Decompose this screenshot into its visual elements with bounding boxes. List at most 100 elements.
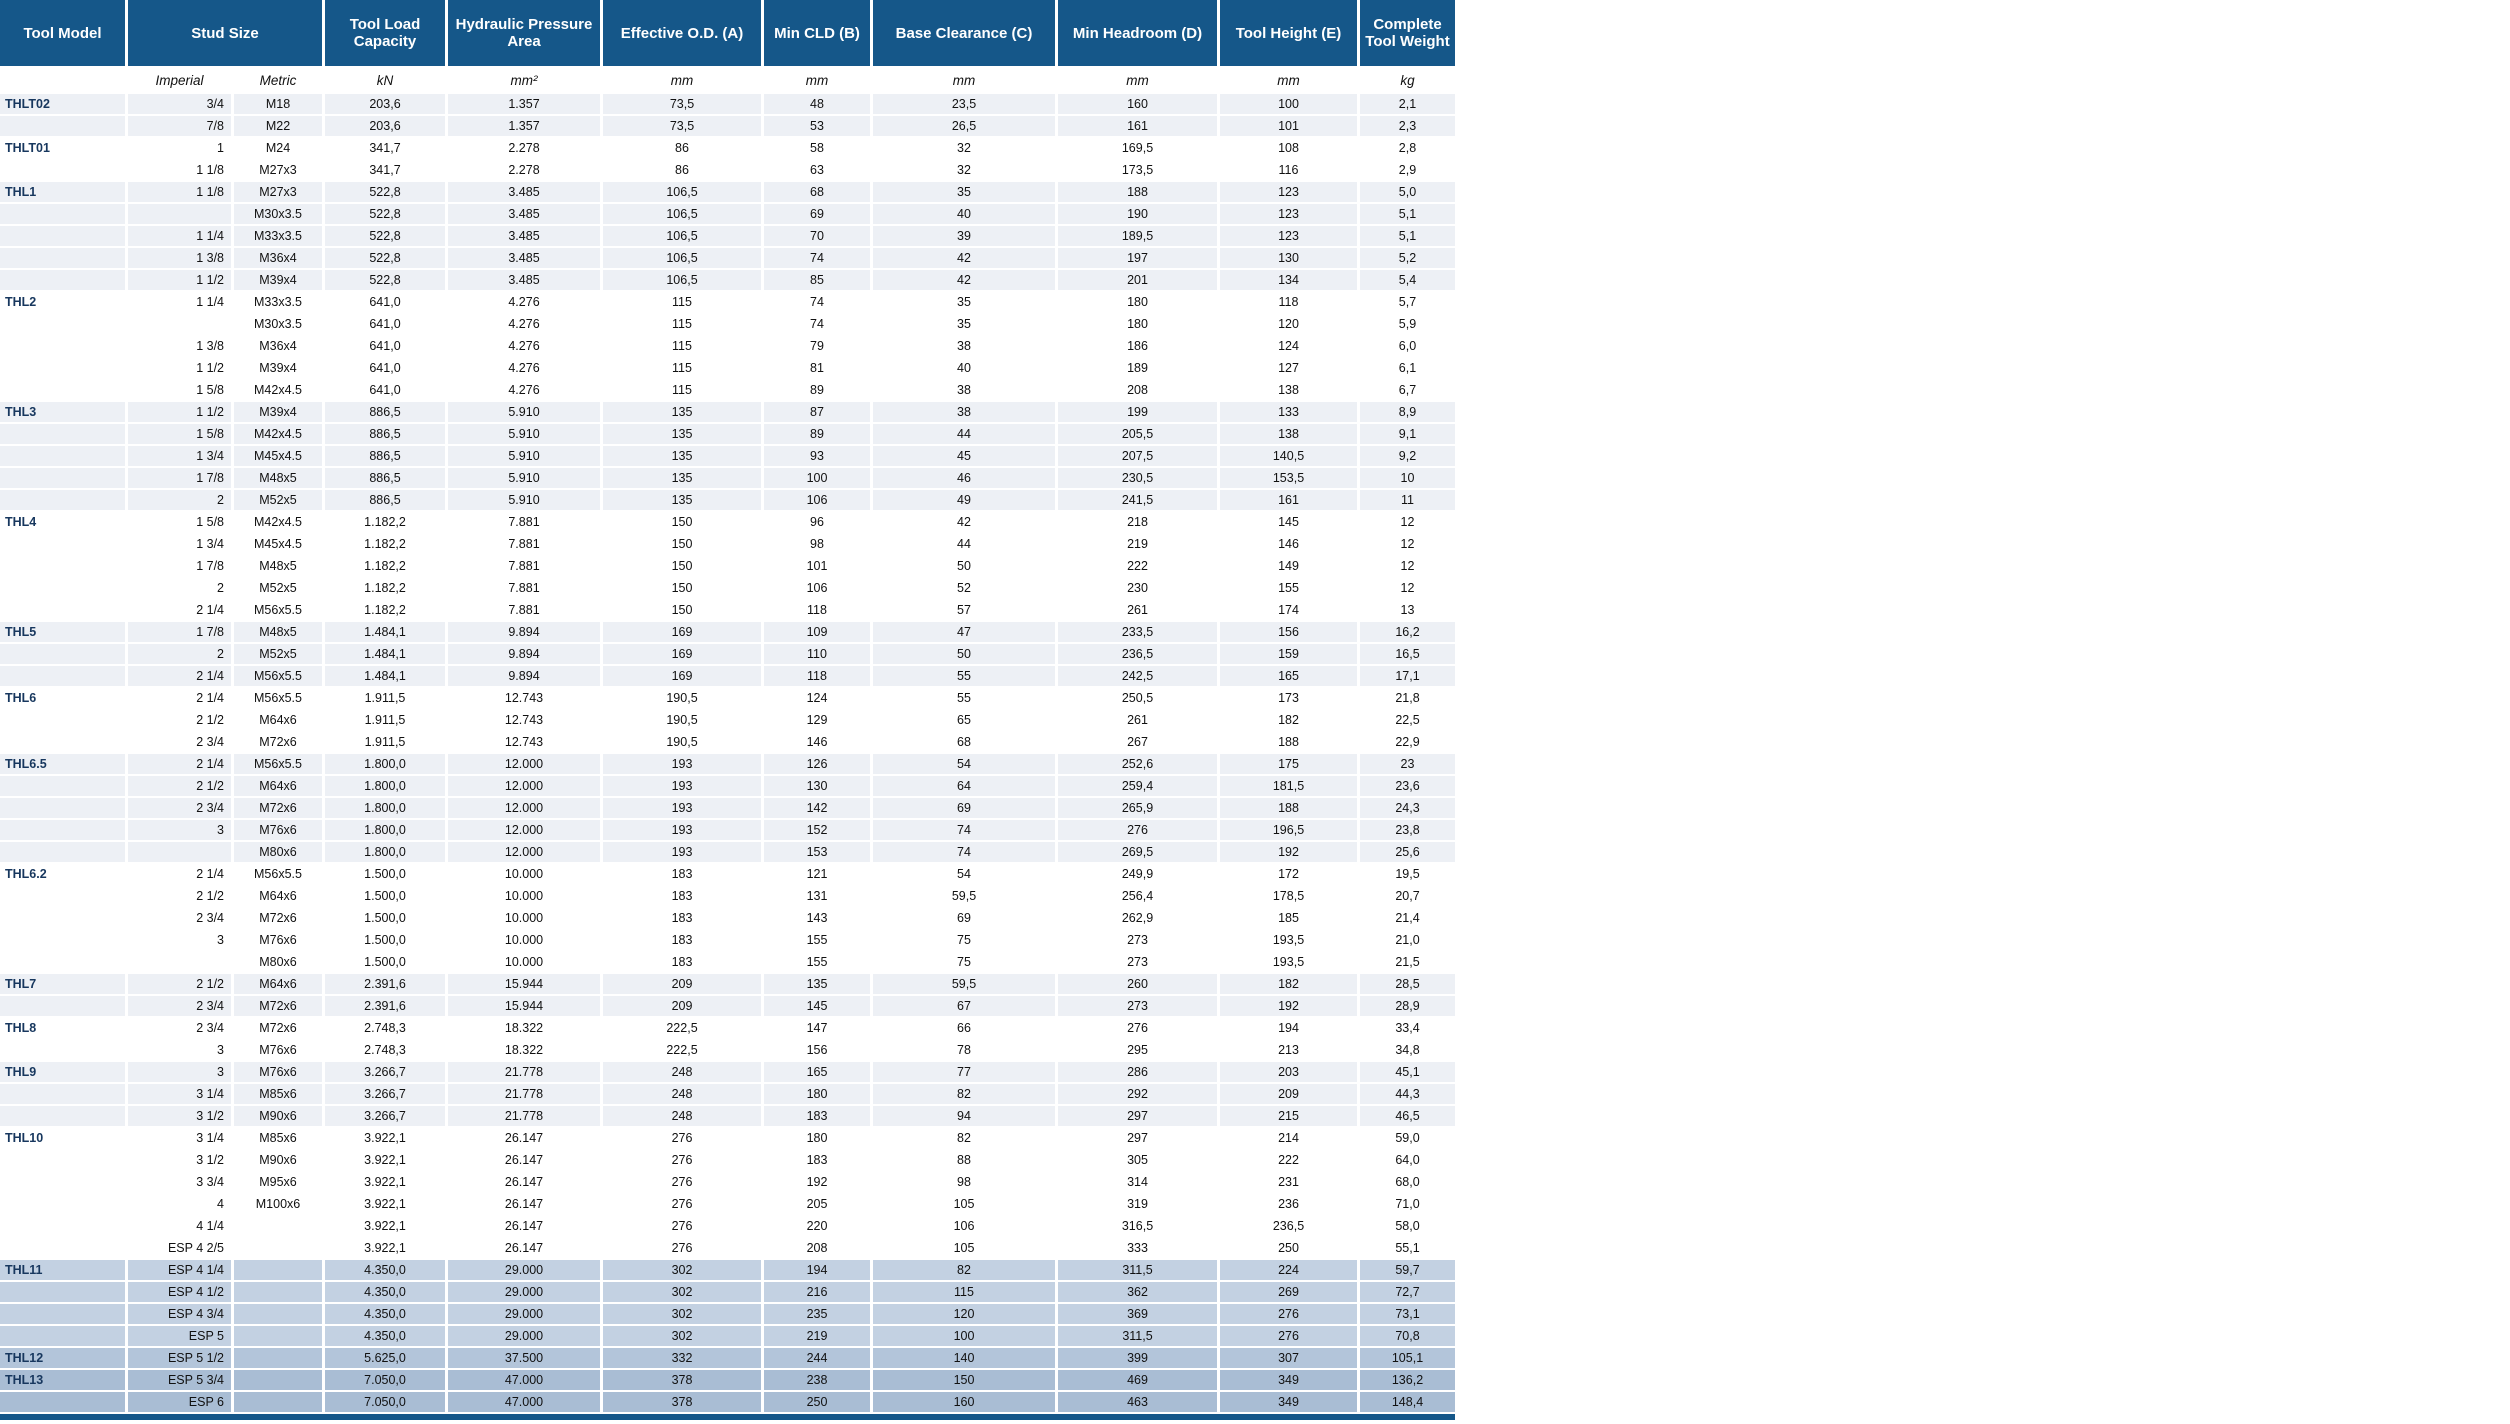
cell-stud-size-metric bbox=[234, 1282, 322, 1302]
cell-tool-model bbox=[0, 952, 125, 972]
cell-tool-load-capacity: 203,6 bbox=[325, 94, 445, 114]
cell-effective-od: 150 bbox=[603, 600, 761, 620]
unit-mm-base: mm bbox=[952, 72, 976, 88]
cell-base-clearance: 35 bbox=[873, 292, 1055, 312]
cell-effective-od: 193 bbox=[603, 798, 761, 818]
cell-min-cld: 219 bbox=[764, 1326, 870, 1346]
cell-stud-size-metric: M95x6 bbox=[234, 1172, 322, 1192]
cell-min-cld: 63 bbox=[764, 160, 870, 180]
cell-stud-size-imperial bbox=[128, 842, 231, 862]
table-row: 3 M76x6 1.500,0 10.000 183 155 75 273 19… bbox=[0, 930, 1455, 950]
cell-tool-load-capacity: 341,7 bbox=[325, 138, 445, 158]
cell-min-headroom: 297 bbox=[1058, 1106, 1217, 1126]
cell-tool-height: 159 bbox=[1220, 644, 1357, 664]
cell-stud-size-imperial: 1 1/2 bbox=[128, 402, 231, 422]
table-row: THLT01 1 M24 341,7 2.278 86 58 32 169,5 … bbox=[0, 138, 1455, 158]
cell-stud-size-metric: M80x6 bbox=[234, 842, 322, 862]
cell-stud-size-metric: M100x6 bbox=[234, 1194, 322, 1214]
header-complete-tool-weight: Complete Tool Weight bbox=[1360, 0, 1455, 66]
cell-stud-size-metric: M33x3.5 bbox=[234, 226, 322, 246]
cell-min-headroom: 362 bbox=[1058, 1282, 1217, 1302]
cell-base-clearance: 35 bbox=[873, 314, 1055, 334]
cell-effective-od: 183 bbox=[603, 908, 761, 928]
cell-min-headroom: 314 bbox=[1058, 1172, 1217, 1192]
cell-tool-model bbox=[0, 732, 125, 752]
cell-tool-model bbox=[0, 380, 125, 400]
cell-base-clearance: 120 bbox=[873, 1304, 1055, 1324]
table-row: THL6.5 2 1/4 M56x5.5 1.800,0 12.000 193 … bbox=[0, 754, 1455, 774]
cell-stud-size-metric: M27x3 bbox=[234, 182, 322, 202]
cell-hydraulic-pressure-area: 5.910 bbox=[448, 402, 600, 422]
cell-base-clearance: 57 bbox=[873, 600, 1055, 620]
cell-tool-model bbox=[0, 1304, 125, 1324]
cell-tool-height: 108 bbox=[1220, 138, 1357, 158]
cell-effective-od: 135 bbox=[603, 424, 761, 444]
cell-base-clearance: 78 bbox=[873, 1040, 1055, 1060]
cell-base-clearance: 42 bbox=[873, 248, 1055, 268]
cell-min-cld: 152 bbox=[764, 820, 870, 840]
cell-min-headroom: 180 bbox=[1058, 314, 1217, 334]
cell-stud-size-metric: M64x6 bbox=[234, 776, 322, 796]
cell-hydraulic-pressure-area: 10.000 bbox=[448, 952, 600, 972]
cell-tool-model bbox=[0, 930, 125, 950]
cell-tool-model bbox=[0, 820, 125, 840]
cell-tool-model bbox=[0, 1194, 125, 1214]
cell-tool-model bbox=[0, 1326, 125, 1346]
cell-min-cld: 79 bbox=[764, 336, 870, 356]
cell-stud-size-imperial: 2 3/4 bbox=[128, 798, 231, 818]
cell-tool-model bbox=[0, 556, 125, 576]
table-row: 1 7/8 M48x5 1.182,2 7.881 150 101 50 222… bbox=[0, 556, 1455, 576]
cell-tool-height: 276 bbox=[1220, 1304, 1357, 1324]
cell-complete-tool-weight: 6,1 bbox=[1360, 358, 1455, 378]
cell-min-cld: 74 bbox=[764, 248, 870, 268]
cell-tool-model bbox=[0, 842, 125, 862]
cell-complete-tool-weight: 70,8 bbox=[1360, 1326, 1455, 1346]
cell-stud-size-imperial: ESP 4 2/5 bbox=[128, 1238, 231, 1258]
table-row: THL5 1 7/8 M48x5 1.484,1 9.894 169 109 4… bbox=[0, 622, 1455, 642]
cell-tool-height: 133 bbox=[1220, 402, 1357, 422]
cell-tool-load-capacity: 1.800,0 bbox=[325, 754, 445, 774]
cell-min-headroom: 230 bbox=[1058, 578, 1217, 598]
cell-effective-od: 302 bbox=[603, 1260, 761, 1280]
cell-complete-tool-weight: 21,5 bbox=[1360, 952, 1455, 972]
cell-base-clearance: 44 bbox=[873, 424, 1055, 444]
cell-complete-tool-weight: 23,6 bbox=[1360, 776, 1455, 796]
cell-min-headroom: 276 bbox=[1058, 820, 1217, 840]
cell-tool-model bbox=[0, 666, 125, 686]
cell-complete-tool-weight: 21,4 bbox=[1360, 908, 1455, 928]
cell-stud-size-imperial: ESP 5 3/4 bbox=[128, 1370, 231, 1390]
cell-tool-load-capacity: 1.500,0 bbox=[325, 864, 445, 884]
cell-stud-size-metric: M64x6 bbox=[234, 974, 322, 994]
cell-effective-od: 190,5 bbox=[603, 710, 761, 730]
cell-stud-size-imperial: 2 3/4 bbox=[128, 1018, 231, 1038]
cell-tool-model bbox=[0, 578, 125, 598]
cell-hydraulic-pressure-area: 29.000 bbox=[448, 1260, 600, 1280]
cell-tool-height: 307 bbox=[1220, 1348, 1357, 1368]
cell-stud-size-metric: M72x6 bbox=[234, 996, 322, 1016]
cell-hydraulic-pressure-area: 7.881 bbox=[448, 534, 600, 554]
cell-tool-model bbox=[0, 424, 125, 444]
table-row: ESP 4 1/2 4.350,0 29.000 302 216 115 362… bbox=[0, 1282, 1455, 1302]
cell-tool-height: 215 bbox=[1220, 1106, 1357, 1126]
cell-min-headroom: 399 bbox=[1058, 1348, 1217, 1368]
cell-stud-size-imperial: 1 1/8 bbox=[128, 160, 231, 180]
cell-base-clearance: 52 bbox=[873, 578, 1055, 598]
cell-complete-tool-weight: 21,0 bbox=[1360, 930, 1455, 950]
cell-min-cld: 147 bbox=[764, 1018, 870, 1038]
tool-spec-table: Tool Model Stud Size Tool Load Capacity … bbox=[0, 0, 1455, 1420]
cell-hydraulic-pressure-area: 18.322 bbox=[448, 1018, 600, 1038]
unit-tool-model bbox=[0, 66, 125, 94]
cell-min-cld: 180 bbox=[764, 1084, 870, 1104]
cell-base-clearance: 64 bbox=[873, 776, 1055, 796]
table-row: 7/8 M22 203,6 1.357 73,5 53 26,5 161 101… bbox=[0, 116, 1455, 136]
cell-stud-size-metric: M39x4 bbox=[234, 358, 322, 378]
cell-hydraulic-pressure-area: 21.778 bbox=[448, 1084, 600, 1104]
cell-tool-load-capacity: 1.800,0 bbox=[325, 798, 445, 818]
cell-tool-load-capacity: 886,5 bbox=[325, 424, 445, 444]
cell-base-clearance: 40 bbox=[873, 358, 1055, 378]
cell-effective-od: 150 bbox=[603, 534, 761, 554]
cell-tool-load-capacity: 3.266,7 bbox=[325, 1062, 445, 1082]
cell-stud-size-imperial: ESP 6 bbox=[128, 1392, 231, 1412]
cell-hydraulic-pressure-area: 21.778 bbox=[448, 1106, 600, 1126]
header-effective-od: Effective O.D. (A) bbox=[603, 0, 761, 66]
